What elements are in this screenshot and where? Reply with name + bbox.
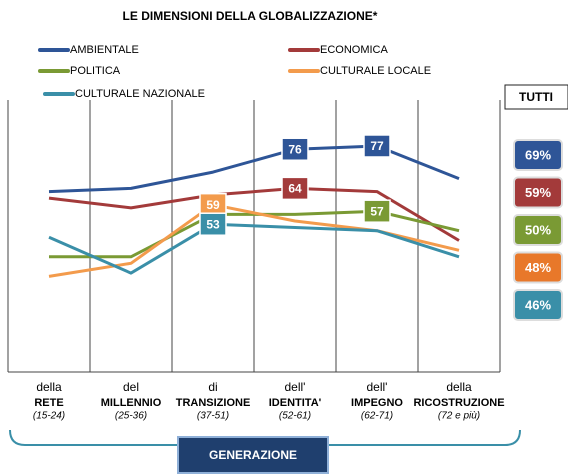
total-label: 59% bbox=[525, 185, 551, 200]
total-box bbox=[513, 289, 563, 321]
category-name: IDENTITA' bbox=[269, 397, 322, 409]
value-label: 57 bbox=[370, 204, 384, 218]
chart-title: LE DIMENSIONI DELLA GLOBALIZZAZIONE* bbox=[123, 9, 378, 23]
x-label-box bbox=[177, 436, 329, 474]
value-label-box bbox=[363, 134, 391, 158]
category-name: MILLENNIO bbox=[101, 397, 162, 409]
category-ages: (52-61) bbox=[279, 411, 311, 422]
category-name: RICOSTRUZIONE bbox=[413, 397, 504, 409]
value-label: 64 bbox=[288, 182, 302, 196]
x-label: GENERAZIONE bbox=[209, 448, 297, 462]
category-name: RETE bbox=[34, 397, 63, 409]
legend-label: CULTURALE LOCALE bbox=[320, 65, 431, 77]
value-label-box bbox=[281, 137, 309, 161]
value-label-box bbox=[199, 212, 227, 236]
value-label-box bbox=[281, 176, 309, 201]
category-name: TRANSIZIONE bbox=[176, 397, 251, 409]
category-prefix: dell' bbox=[367, 380, 388, 394]
total-box bbox=[513, 176, 563, 209]
legend-label: AMBIENTALE bbox=[70, 44, 139, 56]
total-label: 48% bbox=[525, 260, 551, 275]
legend-label: CULTURALE NAZIONALE bbox=[75, 88, 205, 100]
total-label: 50% bbox=[525, 222, 551, 237]
category-prefix: della bbox=[36, 380, 62, 394]
total-box bbox=[513, 251, 563, 284]
value-label-box bbox=[363, 199, 391, 223]
total-label: 69% bbox=[525, 147, 551, 162]
category-ages: (72 e più) bbox=[438, 411, 480, 422]
totals-header-box bbox=[504, 84, 568, 110]
series-line bbox=[48, 222, 460, 275]
category-ages: (62-71) bbox=[361, 411, 393, 422]
category-prefix: della bbox=[446, 380, 472, 394]
value-label: 76 bbox=[288, 142, 302, 156]
total-box bbox=[513, 214, 563, 246]
category-prefix: del bbox=[123, 380, 139, 394]
total-label: 46% bbox=[525, 297, 551, 312]
total-box bbox=[513, 139, 563, 171]
legend-label: ECONOMICA bbox=[320, 44, 389, 56]
totals-title: TUTTI bbox=[519, 90, 553, 104]
category-ages: (25-36) bbox=[115, 411, 147, 422]
category-ages: (37-51) bbox=[197, 411, 229, 422]
value-label: 77 bbox=[370, 139, 384, 153]
category-prefix: dell' bbox=[285, 380, 306, 394]
category-name: IMPEGNO bbox=[351, 397, 403, 409]
category-prefix: di bbox=[208, 380, 217, 394]
category-ages: (15-24) bbox=[33, 411, 65, 422]
legend-label: POLITICA bbox=[70, 65, 121, 77]
value-label: 59 bbox=[206, 198, 220, 212]
value-label: 53 bbox=[206, 217, 220, 231]
